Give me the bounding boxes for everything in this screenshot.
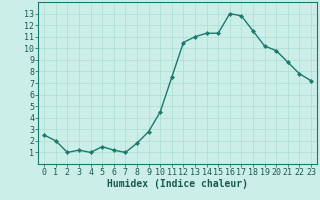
X-axis label: Humidex (Indice chaleur): Humidex (Indice chaleur) xyxy=(107,179,248,189)
